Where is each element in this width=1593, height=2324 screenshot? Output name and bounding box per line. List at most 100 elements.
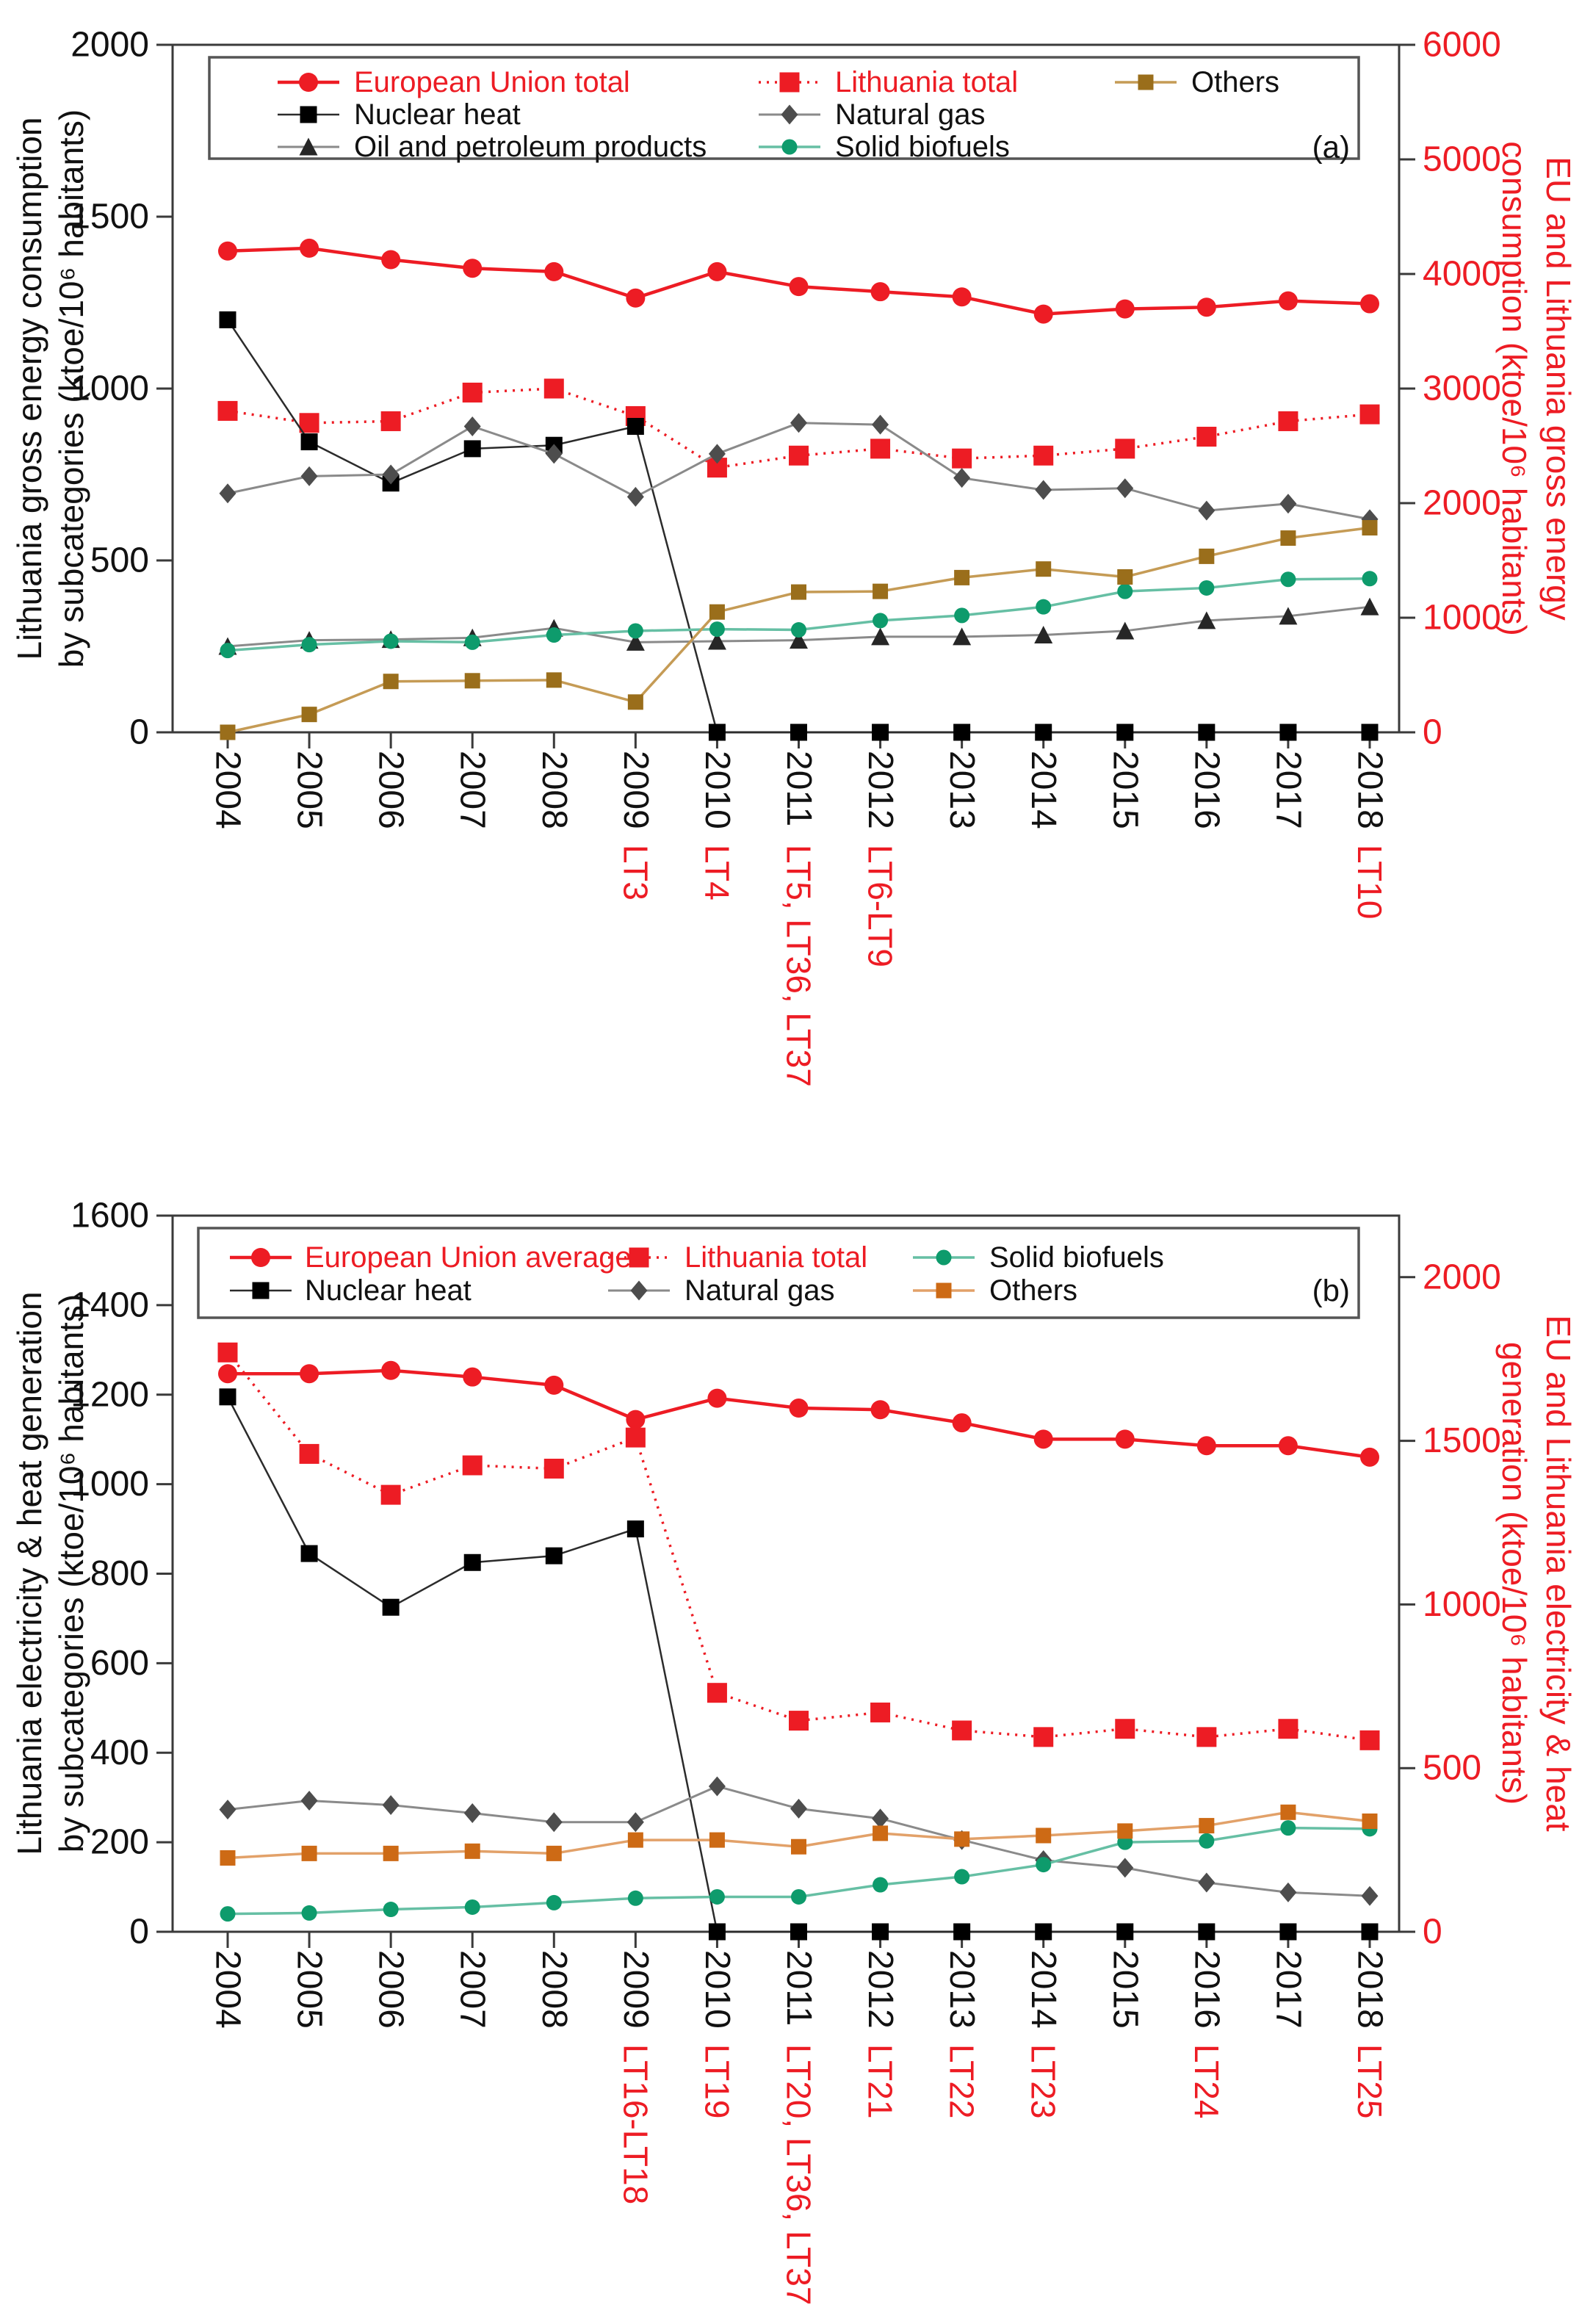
left-axis-tick-label: 2000 [71,26,149,65]
data-point-marker [219,483,236,504]
chart-panel-a: 0 500 1000 1500 2000 0 1000 2000 3000 4000 5000 600… [10,26,1578,1087]
legend-marker [630,1280,648,1301]
left-axis-tick-label: 500 [90,541,149,580]
x-axis-red-annotation: LT4 [698,845,736,901]
data-point-marker [463,1803,481,1824]
data-point-marker [1035,1923,1052,1941]
left-axis-tick-label: 0 [129,713,149,752]
data-point-marker [220,724,236,740]
left-axis-tick-label: 1400 [71,1285,149,1324]
data-point-marker [464,673,480,689]
data-point-marker [626,486,644,507]
legend-label: Solid biofuels [835,131,1010,163]
data-point-marker [626,1520,644,1538]
x-axis-red-annotation: LT20, LT36, LT37 [780,2044,818,2305]
left-axis-title: Lithuania electricity & heat generation [10,1291,48,1855]
data-point-marker [383,674,399,690]
data-point-marker [463,1367,483,1387]
data-point-marker [952,1413,972,1433]
left-axis-title: by subcategories (ktoe/10⁶ habitants) [52,109,90,668]
data-point-marker [1036,561,1052,577]
data-point-marker [544,261,564,281]
data-point-marker [627,1890,643,1906]
left-axis-tick-label: 200 [90,1823,149,1862]
data-point-marker [791,1888,806,1905]
data-point-marker [1360,597,1379,616]
data-point-marker [870,1702,891,1722]
x-axis-year-label: 2007 [453,751,492,829]
data-point-marker [383,633,399,649]
right-axis-tick-label: 5000 [1423,140,1501,179]
right-axis-tick-label: 500 [1423,1749,1481,1788]
data-point-marker [220,1906,236,1922]
data-point-marker [791,622,806,638]
data-point-marker [1033,1727,1054,1747]
data-point-marker [1278,1719,1298,1739]
data-point-marker [1034,626,1053,644]
left-axis-tick-label: 1000 [71,1465,149,1504]
x-axis-year-label: 2013 [942,751,981,829]
data-point-marker [464,1899,480,1915]
data-point-marker [626,1812,644,1833]
panel-label: (b) [1312,1274,1350,1308]
series-line [227,387,1370,469]
data-point-marker [1362,1813,1378,1829]
data-point-marker [1198,723,1215,741]
data-point-marker [383,1902,399,1918]
data-point-marker [380,411,401,431]
data-point-marker [790,413,807,433]
data-point-marker [1360,294,1379,314]
x-axis-red-annotation: LT24 [1188,2044,1226,2118]
data-point-marker [789,1399,809,1418]
data-point-marker [1036,1857,1052,1873]
data-point-marker [873,1877,889,1893]
x-axis-year-label: 2008 [535,751,574,829]
legend-label: Nuclear heat [305,1274,472,1307]
x-axis-year-label: 2012 [861,1950,900,2029]
x-axis-red-annotation: LT22 [943,2044,981,2118]
data-point-marker [871,627,890,646]
data-point-marker [1196,297,1216,317]
left-axis-tick-label: 1000 [71,369,149,408]
data-point-marker [1362,520,1378,536]
data-point-marker [709,621,725,638]
right-axis-tick-label: 1500 [1423,1421,1501,1460]
data-point-marker [1361,1923,1379,1941]
data-point-marker [543,1458,564,1479]
x-axis-year-label: 2014 [1024,1950,1063,2029]
data-point-marker [789,445,809,466]
left-axis-tick-label: 1200 [71,1375,149,1414]
left-axis-tick-label: 600 [90,1644,149,1683]
data-point-marker [1198,1923,1215,1941]
data-point-marker [953,627,972,646]
data-point-marker [1362,571,1378,587]
legend-label: Others [989,1274,1077,1307]
data-point-marker [1359,404,1380,425]
data-point-marker [626,417,644,435]
x-axis-year-label: 2011 [779,751,818,826]
left-axis-title: Lithuania gross energy consumption [10,117,48,660]
data-point-marker [789,1711,809,1731]
data-point-marker [708,1923,726,1941]
right-axis-tick-label: 3000 [1423,369,1501,408]
legend-marker [251,1248,270,1267]
x-axis-year-label: 2015 [1105,751,1144,829]
x-axis-year-label: 2010 [698,751,737,829]
data-point-marker [219,1800,236,1820]
data-point-marker [1279,723,1297,741]
legend-label: Natural gas [684,1274,835,1307]
data-point-marker [1196,1727,1217,1747]
data-point-marker [1278,291,1298,311]
data-point-marker [954,607,970,624]
left-axis-tick-label: 800 [90,1554,149,1593]
x-axis-red-annotation: LT25 [1351,2044,1389,2118]
right-axis-title: consumption (ktoe/10⁶ habitants) [1495,141,1534,636]
data-point-marker [1361,1885,1379,1906]
data-point-marker [546,672,562,688]
legend-marker [300,106,317,123]
data-point-marker [218,1364,237,1384]
data-point-marker [462,1455,483,1476]
data-point-marker [1361,723,1379,741]
data-point-marker [708,723,726,741]
data-point-marker [1280,1804,1296,1820]
